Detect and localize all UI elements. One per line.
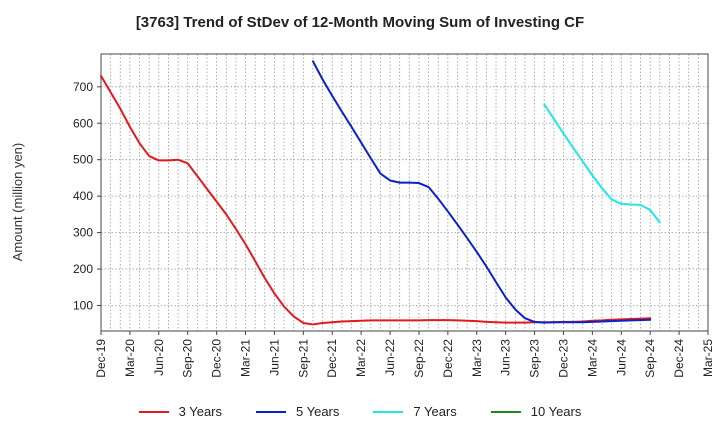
legend-label: 3 Years: [178, 404, 222, 419]
x-tick-label: Sep-21: [296, 339, 310, 378]
x-tick-label: Sep-20: [181, 339, 195, 378]
x-tick-label: Jun-21: [267, 339, 281, 376]
y-tick-label: 200: [73, 262, 93, 276]
x-tick-label: Jun-20: [152, 339, 166, 376]
x-tick-label: Dec-22: [441, 339, 455, 378]
y-tick-label: 700: [73, 80, 93, 94]
legend-swatch: [373, 410, 404, 413]
series-layer: [100, 60, 661, 326]
x-tick-label: Mar-24: [585, 339, 599, 377]
x-tick-label: Mar-23: [470, 339, 484, 377]
x-tick-label: Dec-20: [210, 339, 224, 378]
plot-frame: [100, 53, 709, 332]
legend-swatch: [138, 410, 169, 413]
series-line-7-years: [543, 103, 661, 224]
x-tick-layer: Dec-19 Mar-20 Jun-20 Sep-20 Dec-20 Mar-21 Jun-…: [94, 331, 715, 378]
legend: 3 Years 5 Years 7 Years 10 Years: [0, 404, 720, 419]
chart-title: [3763] Trend of StDev of 12-Month Moving…: [135, 14, 585, 31]
x-tick-label: Sep-24: [643, 339, 657, 378]
grid-layer: [101, 54, 708, 331]
legend-swatch: [490, 410, 521, 413]
x-tick-label: Sep-23: [528, 339, 542, 378]
x-tick-label: Dec-24: [672, 339, 686, 378]
x-tick-label: Jun-22: [383, 339, 397, 376]
x-tick-label: Mar-21: [239, 339, 253, 377]
x-tick-label: Jun-23: [499, 339, 513, 376]
x-tick-label: Sep-22: [412, 339, 426, 378]
legend-item-5-years: 5 Years: [256, 404, 339, 419]
legend-label: 5 Years: [296, 404, 340, 419]
legend-label: 7 Years: [413, 404, 457, 419]
series-line-5-years: [311, 60, 652, 324]
x-tick-label: Dec-23: [556, 339, 570, 378]
series-line-3-years: [100, 74, 652, 326]
x-tick-label: Jun-24: [614, 339, 628, 376]
y-tick-label: 300: [73, 226, 93, 240]
y-tick-label: 400: [73, 189, 93, 203]
legend-item-10-years: 10 Years: [490, 404, 582, 419]
y-tick-label: 100: [73, 298, 93, 312]
y-tick-layer: 100 200 300 400 500 600 700: [73, 80, 101, 312]
x-tick-label: Mar-20: [123, 339, 137, 377]
legend-swatch: [256, 410, 286, 413]
legend-item-3-years: 3 Years: [138, 404, 222, 419]
x-tick-label: Mar-22: [354, 339, 368, 377]
x-tick-label: Dec-19: [94, 339, 108, 378]
y-tick-label: 500: [73, 153, 93, 167]
legend-label: 10 Years: [530, 404, 582, 419]
legend-item-7-years: 7 Years: [373, 404, 457, 419]
y-tick-label: 600: [73, 116, 93, 130]
x-tick-label: Mar-25: [701, 339, 715, 377]
x-tick-label: Dec-21: [325, 339, 339, 378]
